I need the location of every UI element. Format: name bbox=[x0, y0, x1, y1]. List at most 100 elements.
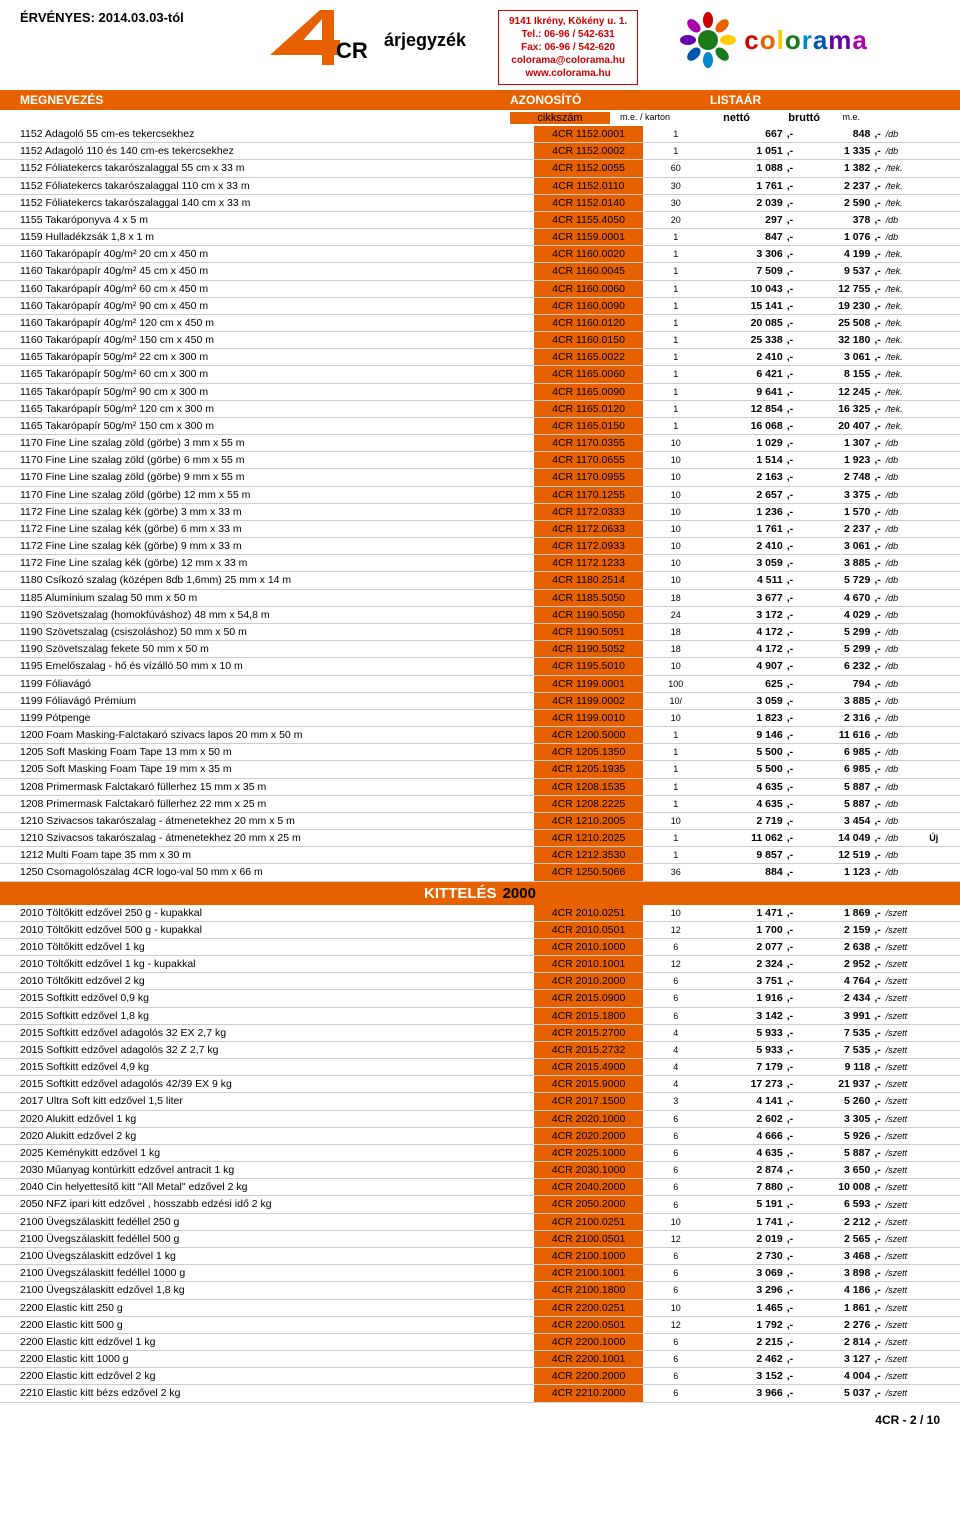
cell-gross: 378 bbox=[796, 211, 872, 228]
cell-qty: 10 bbox=[643, 538, 708, 555]
table-row: 1210 Szivacsos takarószalag - átmenetekh… bbox=[0, 812, 960, 829]
cell-extra bbox=[927, 1179, 960, 1196]
table-row: 2015 Softkitt edzővel adagolós 32 EX 2,7… bbox=[0, 1024, 960, 1041]
cell-extra bbox=[927, 1059, 960, 1076]
cell-net: 4 172 bbox=[708, 641, 784, 658]
table-row: 2100 Üvegszálaskitt fedéllel 250 g4CR 21… bbox=[0, 1213, 960, 1230]
valid-date: ÉRVÉNYES: 2014.03.03-tól bbox=[20, 10, 270, 25]
cell-extra bbox=[927, 1007, 960, 1024]
cell-net: 1 088 bbox=[708, 160, 784, 177]
cell-extra bbox=[927, 1110, 960, 1127]
cell-gross: 2 276 bbox=[796, 1316, 872, 1333]
cell-unit: /szett bbox=[884, 1196, 928, 1213]
cell-net: 1 741 bbox=[708, 1213, 784, 1230]
cell-name: 1170 Fine Line szalag zöld (görbe) 3 mm … bbox=[0, 435, 534, 452]
cell-name: 1172 Fine Line szalag kék (görbe) 6 mm x… bbox=[0, 520, 534, 537]
cell-qty: 36 bbox=[643, 864, 708, 881]
cell-code: 4CR 2100.0251 bbox=[534, 1213, 643, 1230]
cell-name: 1205 Soft Masking Foam Tape 19 mm x 35 m bbox=[0, 761, 534, 778]
cell-gross: 14 049 bbox=[796, 830, 872, 847]
cell-gross: 2 316 bbox=[796, 709, 872, 726]
cell-net: 2 657 bbox=[708, 486, 784, 503]
sub-gross: bruttó bbox=[750, 112, 820, 124]
cell-code: 4CR 1165.0120 bbox=[534, 400, 643, 417]
table-row: 2200 Elastic kitt 250 g4CR 2200.0251101 … bbox=[0, 1299, 960, 1316]
cell-net: 3 069 bbox=[708, 1265, 784, 1282]
cell-extra bbox=[927, 297, 960, 314]
cell-unit: /szett bbox=[884, 1351, 928, 1368]
cell-unit: /szett bbox=[884, 1265, 928, 1282]
table-row: 1165 Takarópapír 50g/m² 90 cm x 300 m4CR… bbox=[0, 383, 960, 400]
table-row: 1170 Fine Line szalag zöld (görbe) 6 mm … bbox=[0, 452, 960, 469]
table-row: 1210 Szivacsos takarószalag - átmenetekh… bbox=[0, 830, 960, 847]
table-row: 2100 Üvegszálaskitt edzővel 1,8 kg4CR 21… bbox=[0, 1282, 960, 1299]
cell-unit: /db bbox=[884, 778, 928, 795]
col-code-header: AZONOSÍTÓ bbox=[510, 93, 710, 107]
table-row: 1165 Takarópapír 50g/m² 150 cm x 300 m4C… bbox=[0, 417, 960, 434]
cell-unit: /db bbox=[884, 864, 928, 881]
address-line2: Tel.: 06-96 / 542-631 bbox=[509, 28, 627, 41]
cell-net: 2 215 bbox=[708, 1333, 784, 1350]
cell-qty: 1 bbox=[643, 246, 708, 263]
table-row: 1152 Adagoló 110 és 140 cm-es tekercsekh… bbox=[0, 143, 960, 160]
table-row: 1195 Emelőszalag - hő és vízálló 50 mm x… bbox=[0, 658, 960, 675]
cell-name: 1152 Adagoló 55 cm-es tekercsekhez bbox=[0, 126, 534, 143]
cell-code: 4CR 1208.1535 bbox=[534, 778, 643, 795]
cell-code: 4CR 1190.5050 bbox=[534, 606, 643, 623]
cell-name: 1152 Fóliatekercs takarószalaggal 55 cm … bbox=[0, 160, 534, 177]
table-row: 1160 Takarópapír 40g/m² 20 cm x 450 m4CR… bbox=[0, 246, 960, 263]
cell-qty: 10 bbox=[643, 1299, 708, 1316]
cell-extra bbox=[927, 280, 960, 297]
cell-unit: /szett bbox=[884, 1144, 928, 1161]
cell-code: 4CR 1210.2005 bbox=[534, 812, 643, 829]
cell-qty: 24 bbox=[643, 606, 708, 623]
table-row: 2015 Softkitt edzővel 1,8 kg4CR 2015.180… bbox=[0, 1007, 960, 1024]
cell-qty: 1 bbox=[643, 349, 708, 366]
address-line4: colorama@colorama.hu bbox=[509, 54, 627, 67]
table-row: 2100 Üvegszálaskitt fedéllel 500 g4CR 21… bbox=[0, 1230, 960, 1247]
table-row: 2200 Elastic kitt 500 g4CR 2200.0501121 … bbox=[0, 1316, 960, 1333]
table-row: 2210 Elastic kitt bézs edzővel 2 kg4CR 2… bbox=[0, 1385, 960, 1402]
cell-name: 1195 Emelőszalag - hő és vízálló 50 mm x… bbox=[0, 658, 534, 675]
cell-code: 4CR 1199.0002 bbox=[534, 692, 643, 709]
table-row: 1170 Fine Line szalag zöld (görbe) 12 mm… bbox=[0, 486, 960, 503]
cell-gross: 4 004 bbox=[796, 1368, 872, 1385]
cell-extra: Új bbox=[927, 830, 960, 847]
cell-code: 4CR 2020.1000 bbox=[534, 1110, 643, 1127]
table-row: 1190 Szövetszalag (homokfúváshoz) 48 mm … bbox=[0, 606, 960, 623]
cell-net: 1 761 bbox=[708, 520, 784, 537]
cell-qty: 6 bbox=[643, 1265, 708, 1282]
cell-gross: 1 869 bbox=[796, 905, 872, 922]
cell-net: 3 966 bbox=[708, 1385, 784, 1402]
cell-qty: 10 bbox=[643, 520, 708, 537]
cell-unit: /db bbox=[884, 520, 928, 537]
cell-net: 1 051 bbox=[708, 143, 784, 160]
cell-code: 4CR 1165.0060 bbox=[534, 366, 643, 383]
cell-unit: /db bbox=[884, 229, 928, 246]
cell-net: 3 142 bbox=[708, 1007, 784, 1024]
cell-qty: 1 bbox=[643, 727, 708, 744]
cell-code: 4CR 1172.0933 bbox=[534, 538, 643, 555]
cell-gross: 3 885 bbox=[796, 555, 872, 572]
table-row: 1208 Primermask Falctakaró füllerhez 15 … bbox=[0, 778, 960, 795]
table-row: 1199 Fóliavágó4CR 1199.0001100625,-794,-… bbox=[0, 675, 960, 692]
cell-code: 4CR 2020.2000 bbox=[534, 1127, 643, 1144]
cell-code: 4CR 1152.0001 bbox=[534, 126, 643, 143]
cell-extra bbox=[927, 1041, 960, 1058]
cell-extra bbox=[927, 538, 960, 555]
cell-name: 2015 Softkitt edzővel adagolós 32 Z 2,7 … bbox=[0, 1041, 534, 1058]
cell-code: 4CR 2100.0501 bbox=[534, 1230, 643, 1247]
cell-net: 2 874 bbox=[708, 1162, 784, 1179]
table-row: 1205 Soft Masking Foam Tape 19 mm x 35 m… bbox=[0, 761, 960, 778]
cell-code: 4CR 1165.0150 bbox=[534, 417, 643, 434]
cell-code: 4CR 1180.2514 bbox=[534, 572, 643, 589]
cell-gross: 2 237 bbox=[796, 520, 872, 537]
cell-qty: 1 bbox=[643, 778, 708, 795]
cell-net: 4 172 bbox=[708, 623, 784, 640]
cell-code: 4CR 1185.5050 bbox=[534, 589, 643, 606]
cell-name: 1199 Fóliavágó bbox=[0, 675, 534, 692]
cell-gross: 5 729 bbox=[796, 572, 872, 589]
colorama-text: colorama bbox=[744, 25, 868, 56]
table-row: 1155 Takaróponyva 4 x 5 m4CR 1155.405020… bbox=[0, 211, 960, 228]
cell-code: 4CR 2050.2000 bbox=[534, 1196, 643, 1213]
